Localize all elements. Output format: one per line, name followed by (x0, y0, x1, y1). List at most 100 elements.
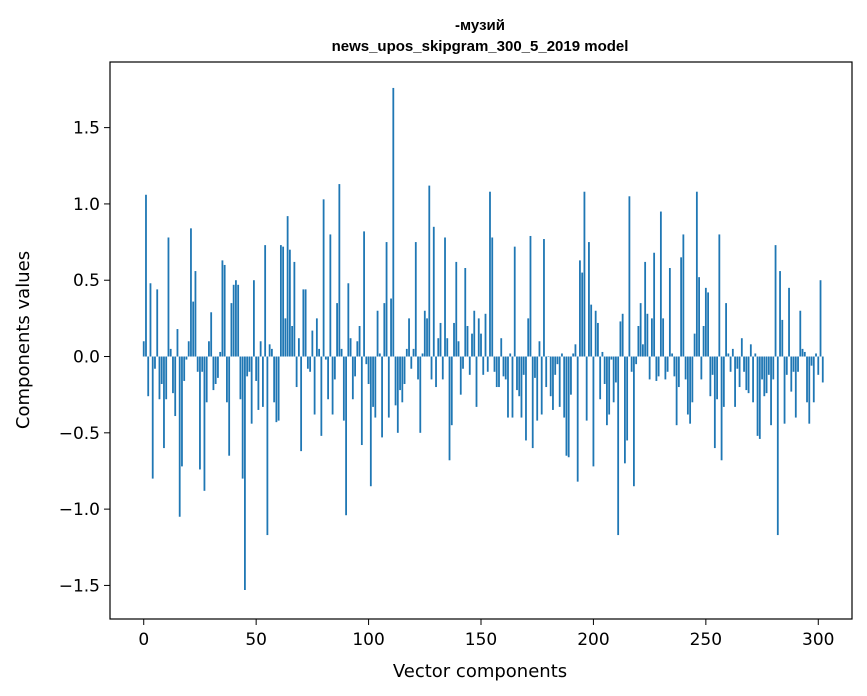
bar (324, 356, 327, 360)
bar (657, 356, 660, 377)
bar (192, 301, 195, 357)
bar (725, 303, 727, 357)
bar (599, 356, 602, 400)
bar (752, 356, 754, 403)
bar (462, 356, 464, 369)
bar (181, 356, 183, 467)
bar (241, 356, 244, 479)
bar (729, 356, 732, 372)
bar (579, 260, 581, 357)
bar (239, 356, 242, 400)
x-axis-label: Vector components (393, 661, 567, 682)
bar (279, 245, 282, 357)
bar (331, 356, 334, 415)
bar (673, 356, 676, 377)
bar (230, 303, 233, 357)
bar (266, 356, 269, 536)
bar (453, 322, 455, 357)
x-tick-label: 150 (465, 630, 497, 650)
bar (340, 348, 343, 357)
bar (797, 356, 799, 372)
bar (507, 356, 509, 418)
bar (394, 356, 397, 406)
bar (567, 356, 570, 458)
bar (201, 356, 204, 372)
bar (664, 356, 667, 380)
bar (583, 191, 586, 357)
bar (758, 356, 761, 439)
y-tick-label: 0.0 (73, 348, 100, 368)
bar (543, 239, 545, 357)
bar (421, 353, 424, 357)
bar (297, 338, 300, 357)
bar (284, 318, 287, 357)
bar (810, 356, 813, 366)
bar (666, 356, 669, 372)
bar (318, 348, 321, 357)
bar (356, 341, 359, 357)
bar (630, 356, 633, 372)
bar (158, 356, 161, 400)
bar (794, 356, 797, 418)
bar (612, 356, 615, 403)
bar (540, 356, 543, 415)
bar (313, 356, 316, 415)
y-tick-label: −1.5 (59, 576, 100, 596)
bar (403, 356, 406, 384)
bar (248, 356, 251, 372)
bar (606, 356, 608, 426)
x-axis-ticks: 0 50 100 150 200 250 300 (138, 619, 834, 650)
bar (327, 356, 329, 400)
bar (255, 356, 258, 381)
bar (428, 185, 431, 357)
bar (763, 356, 766, 397)
bar (749, 344, 752, 357)
bar (518, 356, 521, 397)
bar (471, 333, 473, 357)
bar (396, 356, 399, 433)
bar (212, 356, 215, 391)
bar (169, 348, 172, 357)
bar (232, 284, 235, 357)
bar (183, 356, 186, 381)
bar (601, 351, 604, 357)
bar (378, 353, 381, 357)
bar (736, 356, 739, 369)
bar (270, 348, 273, 357)
bar (767, 356, 770, 375)
bar (385, 242, 388, 357)
bar (684, 356, 687, 380)
bar (493, 356, 496, 372)
y-tick-label: 0.5 (73, 271, 100, 291)
x-tick-label: 300 (802, 630, 834, 650)
bar (199, 356, 201, 470)
bar (525, 356, 527, 441)
bar (702, 326, 705, 357)
bar (163, 356, 165, 449)
bar (756, 356, 759, 436)
bar (633, 356, 635, 487)
bar (808, 356, 811, 424)
bar (668, 268, 671, 357)
bar (801, 348, 804, 357)
bar (329, 234, 332, 357)
bar (765, 356, 768, 394)
bar (360, 356, 363, 446)
bar (709, 356, 712, 397)
bar (588, 242, 590, 357)
bar (790, 356, 793, 392)
bar (783, 356, 786, 424)
bar (815, 353, 817, 357)
x-tick-label: 250 (690, 630, 722, 650)
x-tick-label: 200 (577, 630, 609, 650)
bar (491, 237, 494, 357)
bar (635, 356, 638, 365)
bar (185, 356, 188, 360)
x-tick-label: 50 (245, 630, 267, 650)
bar (682, 234, 685, 357)
bar (734, 356, 736, 407)
bar (617, 356, 620, 536)
bar (529, 235, 532, 357)
bar (358, 326, 361, 357)
bar (399, 356, 401, 391)
